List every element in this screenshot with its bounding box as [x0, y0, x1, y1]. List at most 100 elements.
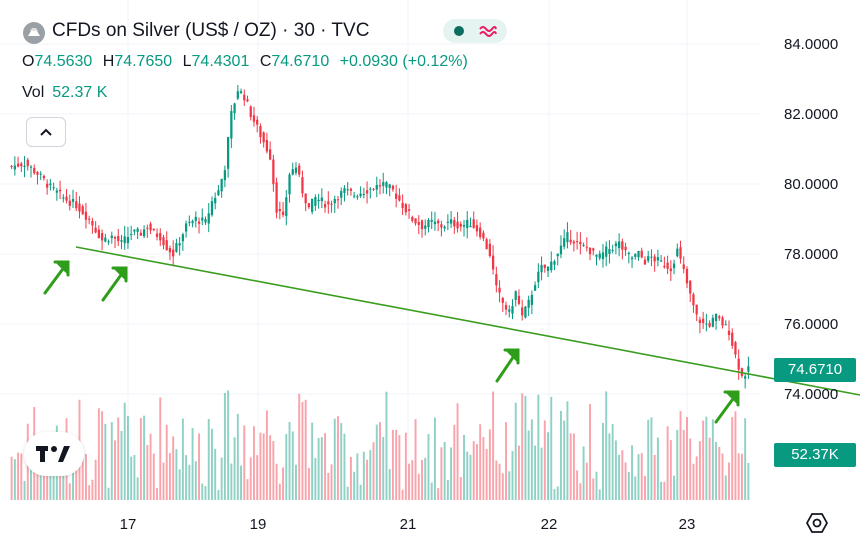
volume-bar — [647, 419, 650, 500]
candle-body — [369, 188, 372, 190]
volume-bar — [689, 438, 692, 500]
candle-body — [511, 306, 514, 314]
candle-body — [155, 233, 159, 237]
candle-body — [588, 247, 592, 255]
volume-bar — [744, 418, 747, 500]
candle-body — [275, 182, 278, 213]
candle-body — [110, 235, 113, 239]
candle-body — [446, 221, 449, 223]
volume-bar — [162, 462, 165, 500]
price-axis[interactable]: 84.0000 82.0000 80.0000 78.0000 76.0000 74.00… — [784, 36, 838, 403]
volume-bar — [333, 418, 336, 500]
symbol-title[interactable]: CFDs on Silver (US$ / OZ) · 30 · TVC — [52, 20, 370, 41]
candle-body — [530, 294, 534, 305]
tradingview-logo-icon — [36, 446, 70, 462]
volume-bar — [301, 401, 304, 500]
volume-bar — [379, 422, 381, 500]
candle-body — [323, 204, 327, 208]
open-label: O — [22, 53, 35, 70]
volume-bar — [521, 393, 524, 500]
candle-body — [430, 219, 433, 222]
candle-body — [191, 220, 194, 224]
candle-body — [88, 218, 91, 220]
volume-bar — [598, 489, 601, 500]
candle-body — [311, 198, 314, 212]
candle-body — [579, 241, 582, 245]
candle-body — [449, 219, 453, 224]
volume-bar — [159, 397, 162, 500]
candle-body — [307, 203, 311, 208]
wave-icon — [479, 26, 497, 37]
candle-body — [718, 316, 721, 319]
volume-bar — [466, 451, 469, 500]
volume-bar — [36, 472, 39, 500]
volume-bar — [223, 392, 226, 500]
volume-bar — [185, 455, 188, 500]
volume-bar — [676, 429, 679, 500]
volume-bar — [253, 426, 255, 500]
status-pill[interactable] — [443, 19, 507, 43]
settings-hexagon-icon[interactable] — [806, 512, 828, 534]
ohlc-readout: O74.5630 H74.7650 L74.4301 C74.6710 +0.0… — [22, 53, 474, 71]
candle-body — [617, 241, 621, 248]
volume-bar — [246, 479, 249, 500]
candle-body — [433, 221, 437, 225]
candle-body — [246, 99, 249, 102]
tradingview-logo[interactable] — [24, 432, 84, 476]
candle-body — [162, 237, 165, 246]
volume-bar — [640, 453, 643, 500]
volume-bar — [692, 463, 695, 500]
volume-bar — [718, 446, 721, 500]
candle-body — [272, 159, 275, 185]
volume-bar — [130, 456, 133, 500]
volume-bar — [673, 475, 676, 500]
candle-body — [136, 228, 139, 232]
candle-body — [495, 274, 498, 286]
candle-body — [23, 165, 26, 168]
volume-bar — [340, 423, 343, 500]
volume-bar — [217, 489, 220, 500]
candle-body — [514, 291, 517, 300]
candle-body — [614, 243, 618, 247]
candle-body — [256, 119, 259, 125]
candle-body — [217, 190, 220, 196]
candle-body — [621, 241, 624, 250]
candle-body — [55, 190, 58, 193]
volume-bar — [343, 433, 346, 500]
volume-bar — [359, 484, 362, 500]
candle-body — [475, 225, 479, 232]
volume-bar — [152, 453, 155, 500]
volume-bar — [62, 473, 65, 500]
time-axis[interactable]: 17 19 21 22 23 — [120, 516, 696, 533]
volume-bar — [13, 459, 16, 500]
volume-bar — [728, 462, 730, 500]
volume-bar — [233, 437, 236, 500]
volume-bar — [369, 450, 372, 500]
candle-body — [546, 266, 550, 271]
volume-bar — [320, 437, 323, 500]
volume-bar — [353, 471, 356, 500]
candle-body — [524, 306, 527, 318]
volume-bar — [23, 480, 26, 500]
candle-body — [575, 241, 579, 243]
volume-bar — [243, 425, 246, 500]
candle-body — [278, 208, 281, 212]
candle-body — [62, 197, 65, 199]
candle-body — [78, 203, 81, 212]
candle-body — [346, 189, 349, 191]
volume-bar — [401, 489, 404, 500]
chevron-up-icon — [40, 128, 52, 136]
collapse-legend-button[interactable] — [26, 117, 66, 147]
volume-bar — [482, 437, 485, 500]
volume-bar — [614, 440, 617, 500]
candle-body — [175, 243, 178, 252]
volume-bar — [201, 483, 204, 500]
x-tick-label: 19 — [250, 516, 267, 533]
volume-bar — [472, 441, 475, 500]
volume-bar — [398, 435, 401, 500]
volume-bar — [204, 486, 207, 500]
high-value: 74.7650 — [114, 53, 173, 70]
volume-bar — [595, 471, 598, 500]
volume-bar — [563, 420, 566, 500]
